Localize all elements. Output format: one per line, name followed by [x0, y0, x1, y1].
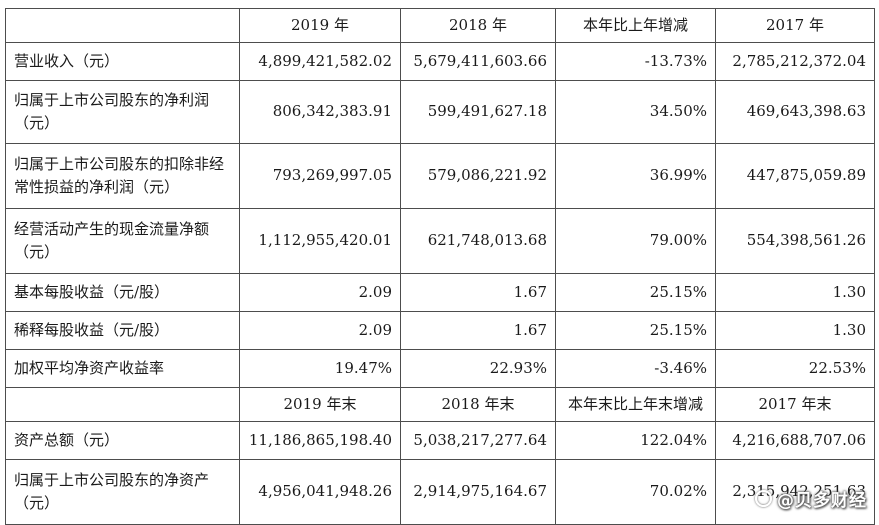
table-row-total-assets: 资产总额（元） 11,186,865,198.40 5,038,217,277.… — [5, 421, 875, 460]
value-cell-2019: 806,342,383.91 — [239, 80, 401, 144]
value-cell-2018: 2,914,975,164.67 — [400, 459, 556, 525]
row-label-cell: 归属于上市公司股东的净利润（元） — [5, 80, 240, 144]
header-cell-empty — [5, 8, 240, 43]
table-row-net-profit-deducted: 归属于上市公司股东的扣除非经常性损益的净利润（元） 793,269,997.05… — [5, 143, 875, 209]
value-cell-change: 25.15% — [555, 273, 716, 312]
table-row-operating-cash-flow: 经营活动产生的现金流量净额（元） 1,112,955,420.01 621,74… — [5, 208, 875, 274]
value-cell-2019: 2.09 — [239, 273, 401, 312]
table-row-diluted-eps: 稀释每股收益（元/股） 2.09 1.67 25.15% 1.30 — [5, 311, 875, 350]
value-cell-change: 70.02% — [555, 459, 716, 525]
value-cell-2018: 1.67 — [400, 311, 556, 350]
value-cell-2017: 2,785,212,372.04 — [715, 42, 875, 81]
value-cell-change: -3.46% — [555, 349, 716, 388]
value-cell-change: 25.15% — [555, 311, 716, 350]
row-label-cell: 基本每股收益（元/股） — [5, 273, 240, 312]
row-label-cell: 资产总额（元） — [5, 421, 240, 460]
value-cell-change: 79.00% — [555, 208, 716, 274]
financial-summary-table: 2019 年 2018 年 本年比上年增减 2017 年 营业收入（元） 4,8… — [5, 8, 875, 525]
table-header-row-period: 2019 年 2018 年 本年比上年增减 2017 年 — [5, 8, 875, 43]
row-label-cell: 加权平均净资产收益率 — [5, 349, 240, 388]
header-cell-2019-end: 2019 年末 — [239, 387, 401, 422]
header-cell-2017-end: 2017 年末 — [715, 387, 875, 422]
value-cell-change: 36.99% — [555, 143, 716, 209]
table-row-weighted-avg-roe: 加权平均净资产收益率 19.47% 22.93% -3.46% 22.53% — [5, 349, 875, 388]
value-cell-change: 122.04% — [555, 421, 716, 460]
value-cell-2019: 1,112,955,420.01 — [239, 208, 401, 274]
header-cell-empty — [5, 387, 240, 422]
row-label-cell: 经营活动产生的现金流量净额（元） — [5, 208, 240, 274]
table-header-row-period-end: 2019 年末 2018 年末 本年末比上年末增减 2017 年末 — [5, 387, 875, 422]
header-cell-2018: 2018 年 — [400, 8, 556, 43]
header-cell-2017: 2017 年 — [715, 8, 875, 43]
value-cell-2017: 447,875,059.89 — [715, 143, 875, 209]
value-cell-change: 34.50% — [555, 80, 716, 144]
value-cell-2019: 2.09 — [239, 311, 401, 350]
value-cell-2018: 1.67 — [400, 273, 556, 312]
value-cell-2018: 5,038,217,277.64 — [400, 421, 556, 460]
header-cell-2018-end: 2018 年末 — [400, 387, 556, 422]
value-cell-2019: 4,899,421,582.02 — [239, 42, 401, 81]
value-cell-2017: 22.53% — [715, 349, 875, 388]
row-label-cell: 稀释每股收益（元/股） — [5, 311, 240, 350]
header-cell-change-end: 本年末比上年末增减 — [555, 387, 716, 422]
value-cell-2017: 2,315,942,251.63 — [715, 459, 875, 525]
value-cell-2017: 4,216,688,707.06 — [715, 421, 875, 460]
value-cell-2018: 579,086,221.92 — [400, 143, 556, 209]
row-label-cell: 归属于上市公司股东的净资产（元） — [5, 459, 240, 525]
table-row-basic-eps: 基本每股收益（元/股） 2.09 1.67 25.15% 1.30 — [5, 273, 875, 312]
value-cell-2017: 1.30 — [715, 273, 875, 312]
value-cell-change: -13.73% — [555, 42, 716, 81]
value-cell-2018: 621,748,013.68 — [400, 208, 556, 274]
row-label-cell: 归属于上市公司股东的扣除非经常性损益的净利润（元） — [5, 143, 240, 209]
value-cell-2017: 1.30 — [715, 311, 875, 350]
value-cell-2019: 11,186,865,198.40 — [239, 421, 401, 460]
table-row-net-profit: 归属于上市公司股东的净利润（元） 806,342,383.91 599,491,… — [5, 80, 875, 144]
value-cell-2019: 793,269,997.05 — [239, 143, 401, 209]
value-cell-2017: 469,643,398.63 — [715, 80, 875, 144]
value-cell-2018: 22.93% — [400, 349, 556, 388]
value-cell-2019: 4,956,041,948.26 — [239, 459, 401, 525]
table-row-net-assets: 归属于上市公司股东的净资产（元） 4,956,041,948.26 2,914,… — [5, 459, 875, 525]
row-label-cell: 营业收入（元） — [5, 42, 240, 81]
value-cell-2018: 5,679,411,603.66 — [400, 42, 556, 81]
value-cell-2019: 19.47% — [239, 349, 401, 388]
value-cell-2018: 599,491,627.18 — [400, 80, 556, 144]
header-cell-change: 本年比上年增减 — [555, 8, 716, 43]
value-cell-2017: 554,398,561.26 — [715, 208, 875, 274]
table-row-revenue: 营业收入（元） 4,899,421,582.02 5,679,411,603.6… — [5, 42, 875, 81]
header-cell-2019: 2019 年 — [239, 8, 401, 43]
